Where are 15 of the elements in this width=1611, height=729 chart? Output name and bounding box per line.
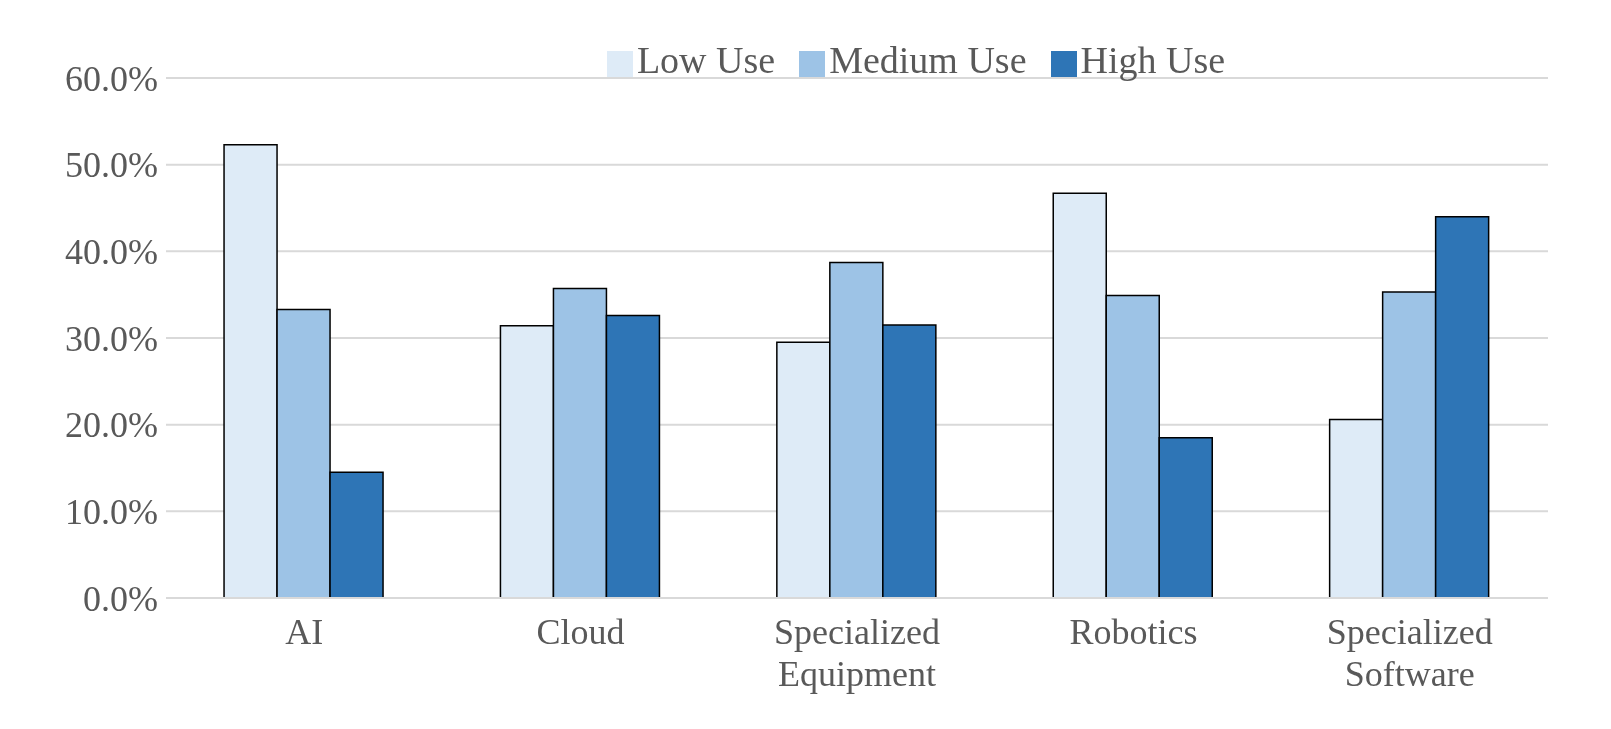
x-tick-label: Cloud (536, 612, 625, 652)
y-tick-label: 20.0% (65, 405, 158, 446)
legend-label: Low Use (636, 39, 776, 81)
x-tick-label: Specialized Equipment (774, 612, 940, 694)
y-tick-label: 10.0% (65, 492, 158, 533)
y-tick-label: 60.0% (65, 58, 158, 99)
y-tick-label: 50.0% (65, 145, 158, 186)
x-tick-label: Robotics (1069, 612, 1198, 652)
y-tick-label: 40.0% (65, 232, 158, 273)
y-tick-label: 0.0% (83, 578, 158, 619)
x-tick-label: AI (285, 612, 324, 652)
legend-label: High Use (1080, 39, 1226, 81)
legend-label: Medium Use (829, 39, 1027, 81)
y-tick-label: 30.0% (65, 318, 158, 359)
x-tick-label: Specialized Software (1326, 612, 1493, 694)
